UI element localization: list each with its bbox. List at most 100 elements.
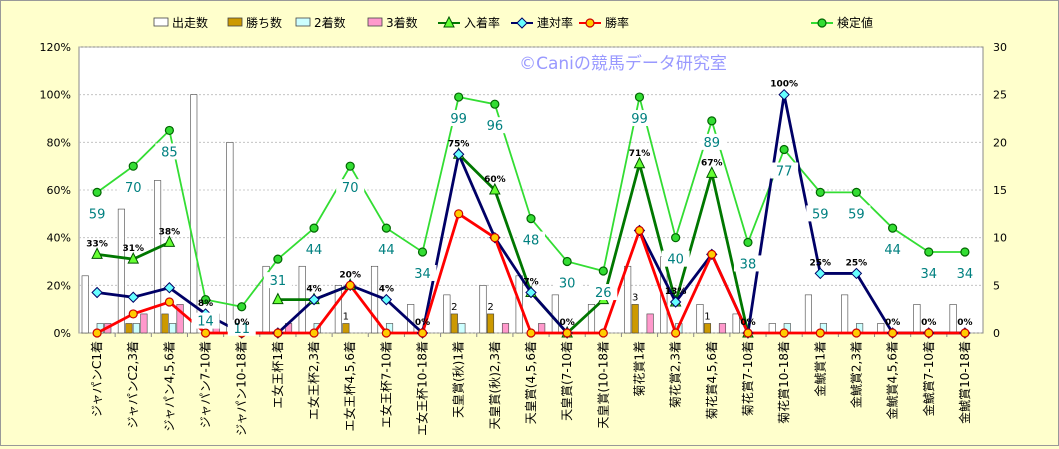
right-tick-label: 5: [993, 279, 1000, 292]
marker-検定値: [417, 247, 428, 257]
verification-label: 85: [161, 145, 178, 160]
verification-label: 89: [704, 136, 721, 151]
bar-出走数: [696, 304, 704, 334]
right-tick-label: 0: [993, 327, 1000, 340]
verification-label-box: [733, 255, 762, 272]
marker-検定値: [815, 187, 825, 197]
verification-label-box: [770, 162, 799, 179]
marker-連対率: [669, 296, 682, 308]
bar-出走数: [479, 285, 487, 334]
bar-出走数: [154, 180, 162, 334]
marker-検定値: [671, 233, 681, 243]
marker-連対率: [308, 293, 320, 306]
marker-勝率: [924, 328, 934, 338]
x-category-label: 天皇賞(7-10着: [559, 341, 574, 421]
marker-検定値: [273, 254, 283, 264]
marker-連対率: [380, 293, 393, 306]
verification-label: 70: [342, 181, 359, 196]
legend-marker-入着率: [443, 15, 455, 28]
verification-label: 77: [776, 164, 793, 179]
rate-label: 7%: [523, 277, 538, 287]
marker-連対率: [850, 267, 863, 280]
rate-label: 0%: [921, 318, 936, 328]
verification-label-box: [553, 274, 582, 291]
marker-勝率: [707, 249, 717, 259]
right-tick-label: 20: [993, 136, 1007, 149]
legend-label: 検定値: [837, 15, 873, 30]
legend-label: 3着数: [386, 15, 418, 30]
left-tick-label: 120%: [40, 41, 71, 54]
verification-label: 34: [957, 267, 974, 282]
bar-出走数: [334, 285, 342, 334]
verification-label-box: [589, 284, 618, 301]
legend-marker-連対率: [516, 17, 528, 29]
marker-検定値: [454, 92, 464, 102]
verification-label-box: [263, 272, 292, 289]
bar-出走数: [949, 304, 957, 334]
marker-検定値: [924, 247, 934, 257]
bar-勝ち数: [631, 304, 639, 334]
rate-label: 4%: [306, 285, 321, 295]
left-tick-label: 40%: [47, 232, 71, 245]
bar-出走数: [768, 323, 776, 334]
verification-label-box: [950, 264, 979, 281]
right-tick-label: 15: [993, 184, 1007, 197]
verification-label-box: [336, 179, 365, 196]
marker-勝率: [598, 328, 608, 338]
legend-label: 勝率: [605, 15, 629, 30]
x-category-label: ジャパンC1着: [89, 341, 104, 417]
marker-勝率: [164, 297, 174, 307]
marker-勝率: [200, 328, 211, 338]
x-category-label: 金鯱賞10-18着: [957, 341, 972, 424]
x-category-label: 菊花賞4,5,6着: [704, 341, 719, 420]
bar-出走数: [190, 94, 198, 334]
left-tick-label: 20%: [47, 279, 71, 292]
rate-label: 25%: [846, 258, 868, 268]
legend-swatch: [367, 17, 383, 27]
bar-出走数: [551, 294, 559, 334]
marker-検定値: [237, 302, 247, 312]
verification-label: 99: [450, 112, 467, 127]
marker-検定値: [345, 161, 355, 171]
marker-勝率: [273, 328, 283, 338]
marker-検定値: [309, 223, 319, 233]
verification-label: 40: [667, 253, 684, 268]
verification-label-box: [842, 205, 871, 222]
x-category-label: 菊花賞7-10着: [740, 341, 755, 416]
x-category-label: 天皇賞(4,5,6着: [523, 341, 538, 424]
marker-勝率: [779, 328, 789, 338]
marker-検定値: [598, 266, 608, 276]
marker-検定値: [562, 256, 572, 267]
x-category-label: 菊花賞10-18着: [776, 341, 791, 424]
rate-label: 4%: [379, 285, 394, 295]
verification-label: 59: [812, 207, 829, 222]
marker-勝率: [634, 225, 645, 236]
rate-label: 8%: [198, 299, 213, 309]
verification-label: 30: [559, 277, 576, 292]
bar-出走数: [804, 294, 813, 334]
marker-入着率: [633, 156, 646, 169]
marker-勝率: [887, 328, 898, 338]
x-category-label: ジャパン10-18着: [234, 341, 249, 436]
rate-label: 31%: [122, 244, 144, 254]
x-category-label: 菊花賞1着: [631, 341, 646, 397]
rate-label: 60%: [484, 175, 506, 185]
marker-入着率: [91, 247, 103, 259]
verification-label: 31: [270, 274, 287, 289]
verification-label: 59: [89, 207, 106, 222]
legend-swatch: [227, 17, 243, 27]
verification-label-box: [444, 110, 473, 127]
x-category-label: 金鯱賞4,5,6着: [885, 341, 900, 420]
verification-label-box: [517, 231, 545, 248]
marker-検定値: [526, 214, 536, 224]
bar-2着数: [132, 323, 140, 334]
legend-swatch: [153, 17, 169, 27]
left-tick-label: 100%: [40, 89, 71, 102]
right-tick-label: 30: [993, 41, 1007, 54]
left-tick-label: 80%: [47, 136, 71, 149]
rate-label: 75%: [448, 139, 470, 149]
x-category-label: エ女王杯2,3着: [306, 341, 321, 420]
bar-value-label: 2: [487, 302, 493, 313]
legend-label: 出走数: [172, 15, 208, 30]
verification-label-box: [480, 117, 509, 134]
